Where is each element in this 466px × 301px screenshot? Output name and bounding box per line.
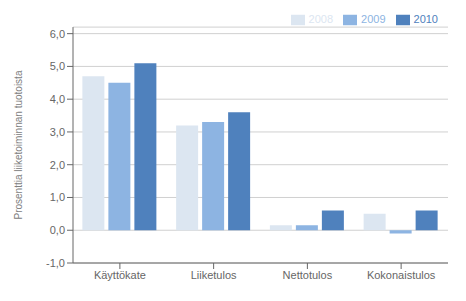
svg-text:0,0: 0,0	[50, 224, 65, 236]
svg-text:Käyttökate: Käyttökate	[94, 269, 146, 281]
svg-text:3,0: 3,0	[50, 126, 65, 138]
html-text:2009: 2009	[361, 13, 386, 25]
svg-text:2,0: 2,0	[50, 159, 65, 171]
svg-text:Prosenttia liiketoiminnan tuot: Prosenttia liiketoiminnan tuotoista	[13, 70, 24, 219]
svg-text:4,0: 4,0	[50, 93, 65, 105]
svg-text:5,0: 5,0	[50, 60, 65, 72]
svg-text:1,0: 1,0	[50, 191, 65, 203]
svg-text:Liiketulos: Liiketulos	[191, 269, 237, 281]
html-text:2010: 2010	[413, 13, 438, 25]
svg-text:6,0: 6,0	[50, 28, 65, 40]
html-text:2008: 2008	[308, 13, 333, 25]
svg-text:Nettotulos: Nettotulos	[283, 269, 333, 281]
svg-text:Kokonaistulos: Kokonaistulos	[367, 269, 436, 281]
svg-text:-1,0: -1,0	[46, 257, 65, 269]
